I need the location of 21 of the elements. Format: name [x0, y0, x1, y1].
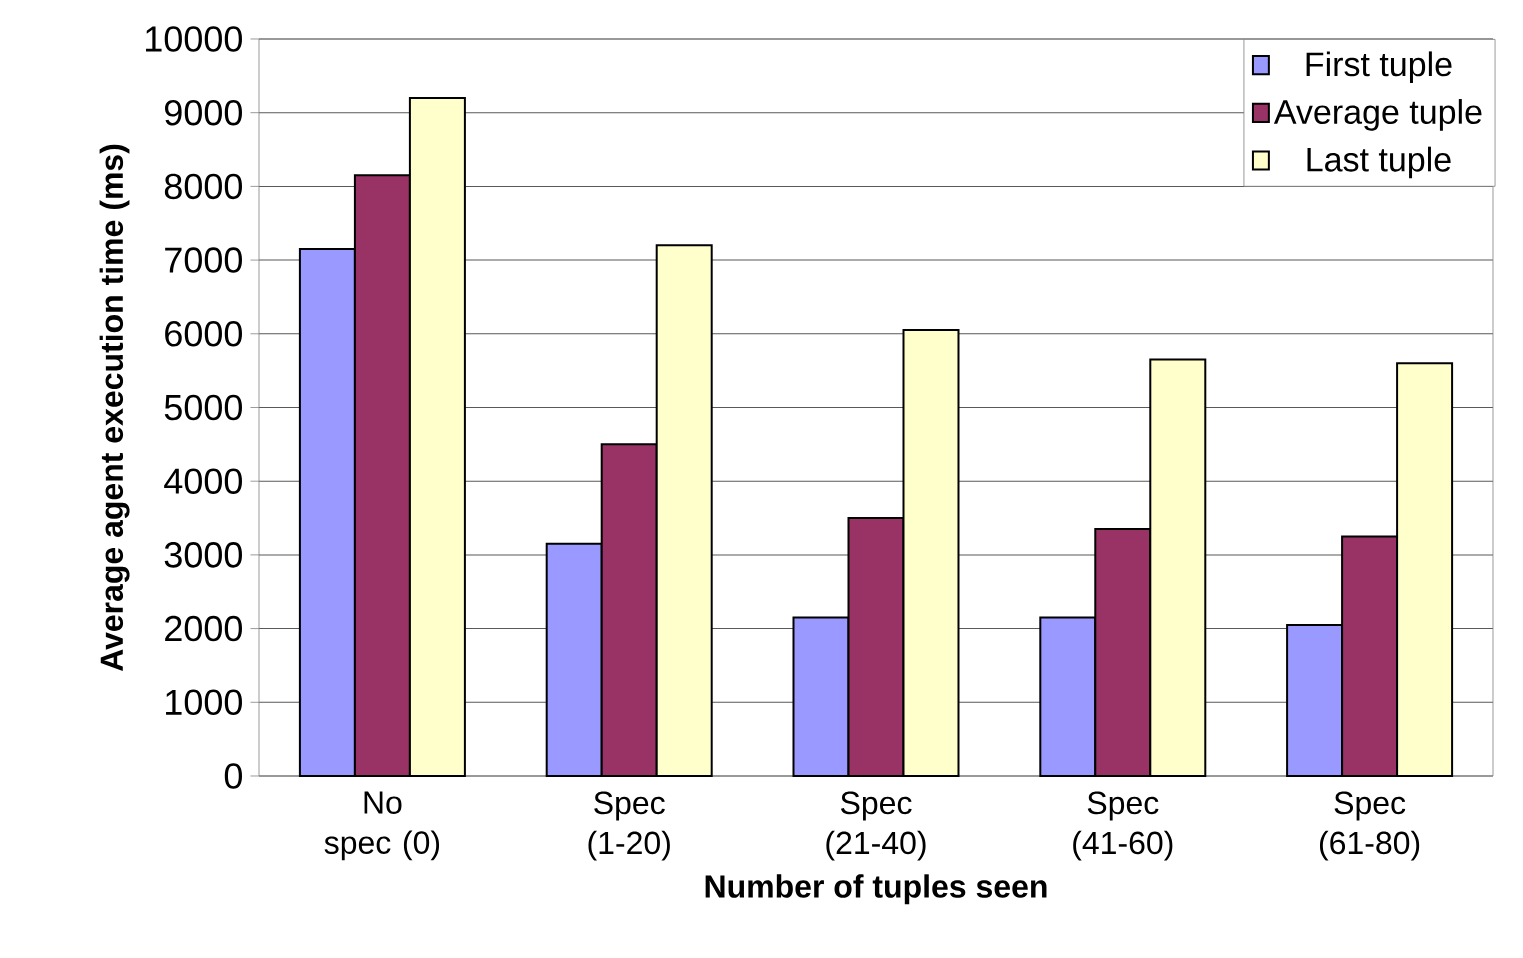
y-tick-label: 6000	[165, 321, 242, 347]
x-axis-title: Number of tuples seen	[705, 874, 1047, 905]
y-tick-label: 10000	[146, 26, 242, 52]
y-tick-label: 9000	[165, 99, 242, 126]
y-tick-label: 7000	[165, 247, 242, 273]
y-tick-label: 1000	[166, 689, 242, 716]
y-tick-label: 8000	[164, 173, 242, 200]
y-axis-title: Average agent execution time (ms)	[99, 144, 130, 672]
y-tick-label: 4000	[164, 468, 242, 494]
x-tick-label: Spec (41-60)	[1073, 791, 1173, 861]
legend-label: First tuple	[1306, 51, 1452, 84]
x-tick-label: Spec (61-80)	[1319, 791, 1420, 861]
x-tick-label: Spec (21-40)	[826, 791, 926, 861]
y-tick-label: 5000	[164, 394, 242, 421]
y-tick-label: 2000	[165, 615, 242, 642]
x-tick-label: Spec (1-20)	[588, 791, 670, 861]
y-tick-label: 3000	[164, 542, 242, 568]
x-tick-label: No spec (0)	[324, 791, 440, 861]
legend-label: Average tuple	[1273, 99, 1482, 131]
legend-label: Last tuple	[1307, 146, 1451, 179]
y-tick-label: 0	[224, 763, 243, 789]
